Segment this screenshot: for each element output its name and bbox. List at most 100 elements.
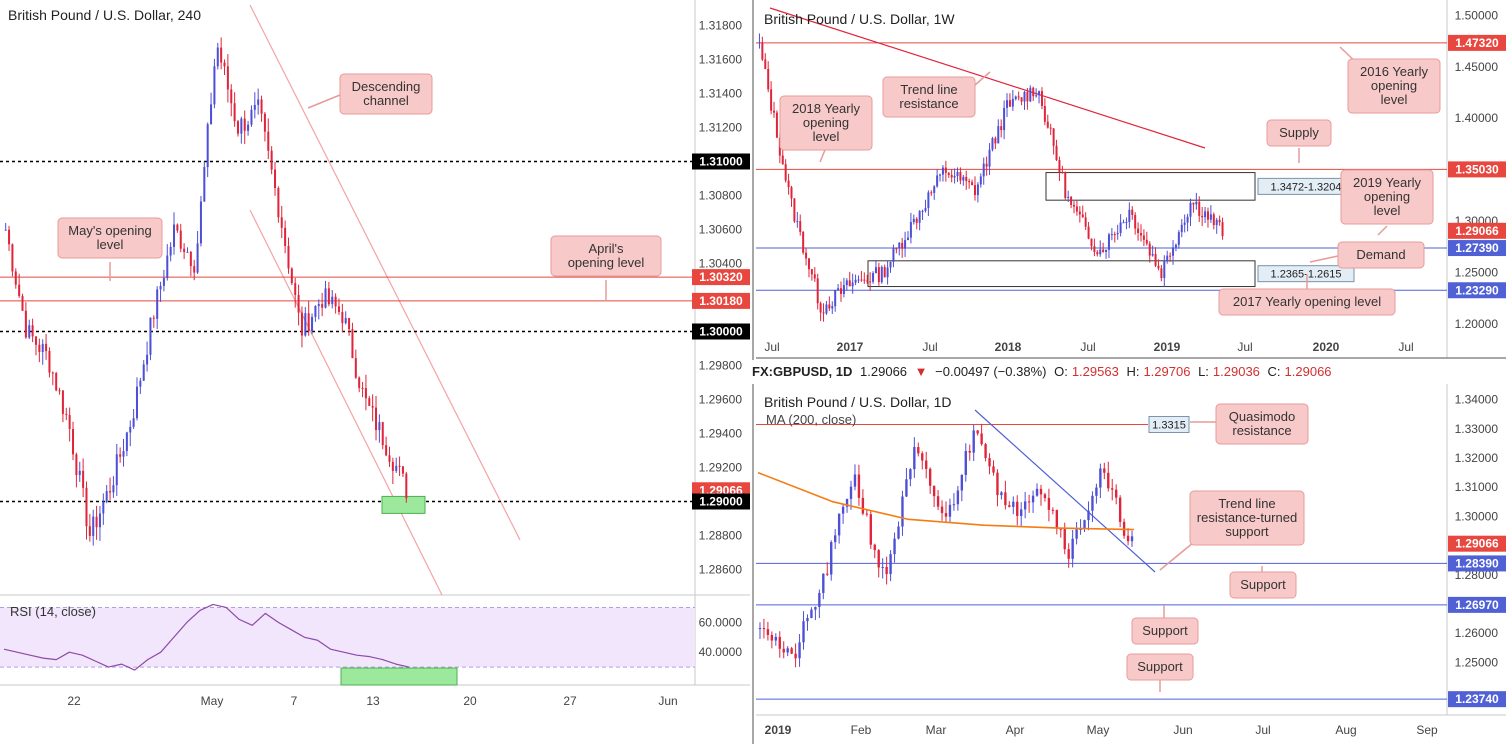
h4-candle-42	[146, 354, 149, 365]
weekly-price-tag-3-bg	[1448, 240, 1506, 257]
weekly-candle-159	[1221, 222, 1224, 237]
weekly-candle-158	[1218, 219, 1221, 223]
weekly-candle-5	[773, 110, 776, 113]
header-last: 1.29066	[860, 364, 908, 379]
daily-candle-24	[853, 474, 857, 487]
header-open: 1.29563	[1071, 364, 1119, 379]
daily-candle-69	[1031, 495, 1035, 503]
h4-candle-46	[159, 285, 162, 290]
weekly-candle-75	[976, 184, 979, 196]
h4-y-tick-8: 1.29600	[699, 393, 743, 407]
h4-candle-109	[371, 405, 374, 408]
h4-x-tick-2: 7	[291, 694, 298, 708]
h4-candle-2	[11, 244, 14, 272]
weekly-callout-demand-line-0: Demand	[1356, 247, 1405, 262]
weekly-candle-87	[1011, 98, 1014, 107]
daily-candle-41	[921, 453, 924, 461]
h4-x-tick-1: May	[201, 694, 224, 708]
h4-candle-13	[48, 351, 51, 373]
rsi-y-tick-1: 40.0000	[699, 645, 743, 659]
weekly-candle-135	[1151, 254, 1154, 256]
weekly-candle-93	[1029, 87, 1032, 102]
weekly-candle-108	[1073, 204, 1076, 207]
h4-candle-74	[253, 104, 256, 110]
header-down-arrow-icon: ▼	[914, 364, 928, 379]
h4-candle-66	[226, 66, 229, 90]
weekly-candle-6	[775, 112, 778, 138]
weekly-callout-trend-line-0: Trend line	[900, 82, 957, 97]
weekly-candle-70	[962, 176, 965, 181]
weekly-candle-89	[1017, 96, 1020, 98]
weekly-y-tick-5: 1.20000	[1455, 317, 1499, 331]
h4-candle-73	[250, 109, 253, 125]
rsi-title: RSI (14, close)	[10, 604, 96, 619]
weekly-candle-85	[1006, 100, 1009, 108]
h4-candle-5	[21, 296, 24, 311]
h4-candle-99	[337, 306, 340, 312]
h4-candle-112	[381, 422, 384, 446]
weekly-candle-101	[1052, 128, 1055, 146]
weekly-candle-73	[971, 182, 974, 186]
weekly-candle-150	[1195, 201, 1198, 205]
h4-candle-37	[129, 426, 132, 433]
weekly-candle-116	[1096, 252, 1099, 255]
daily-price-tag-1-bg	[1448, 555, 1506, 572]
weekly-candle-136	[1154, 254, 1157, 266]
daily-candle-54	[972, 430, 975, 453]
h4-buy-zone	[381, 495, 426, 514]
daily-callout-support-1-box	[1229, 571, 1297, 599]
weekly-candle-112	[1084, 217, 1087, 227]
weekly-candle-125	[1122, 222, 1125, 224]
weekly-callout-supply-line-0: Supply	[1279, 125, 1319, 140]
weekly-zone-0	[1045, 172, 1256, 201]
daily-candle-23	[849, 486, 853, 499]
weekly-candle-10	[787, 180, 790, 188]
weekly-callout-2018-line-1: opening	[803, 115, 849, 130]
weekly-callout-2019-line-1: opening	[1364, 189, 1410, 204]
daily-callout-support-3-line-0: Support	[1137, 659, 1183, 674]
h4-price-tag-1: 1.30320	[699, 270, 743, 284]
h4-candle-3	[14, 271, 17, 285]
h4-candle-62	[213, 66, 216, 105]
weekly-candle-55	[918, 211, 921, 223]
daily-candle-76	[1059, 528, 1062, 530]
weekly-callout-2019-line-0: 2019 Yearly	[1353, 175, 1421, 190]
daily-candle-6	[782, 648, 785, 653]
weekly-candle-16	[805, 252, 808, 259]
h4-candle-56	[193, 266, 196, 273]
weekly-candle-53	[912, 218, 915, 223]
weekly-candle-27	[837, 288, 840, 291]
daily-candle-29	[873, 544, 876, 551]
daily-candle-4	[774, 636, 777, 641]
header-open-label: O:	[1054, 364, 1068, 379]
daily-candle-39	[913, 447, 916, 470]
h4-candle-26	[92, 516, 95, 536]
weekly-callout-trend-line-1: resistance	[899, 96, 958, 111]
daily-candle-57	[984, 444, 987, 459]
weekly-candle-88	[1014, 96, 1017, 99]
daily-price-tag-2-bg	[1448, 596, 1506, 613]
h4-candle-41	[142, 364, 145, 381]
h4-candle-36	[125, 432, 128, 452]
h4-callout-may-open-line-1: level	[97, 237, 124, 252]
weekly-callout-2018-line-2: level	[813, 129, 840, 144]
weekly-candle-106	[1067, 196, 1070, 198]
daily-candle-83	[1087, 510, 1090, 521]
daily-candle-13	[810, 609, 813, 618]
daily-candle-67	[1023, 501, 1027, 510]
weekly-candle-157	[1215, 219, 1218, 226]
weekly-candle-79	[988, 149, 991, 167]
daily-price-tag-2: 1.26970	[1455, 598, 1499, 612]
weekly-candle-90	[1020, 97, 1023, 102]
weekly-zone-label-0: 1.3472-1.3204	[1271, 181, 1342, 193]
weekly-candle-127	[1128, 209, 1131, 222]
weekly-callout-trend-pointer	[974, 71, 991, 86]
h4-y-tick-5: 1.30600	[699, 223, 743, 237]
daily-candle-20	[837, 513, 841, 536]
weekly-candle-119	[1105, 249, 1108, 252]
h4-candle-69	[236, 121, 239, 134]
h4-candle-20	[72, 429, 75, 455]
daily-candle-10	[798, 642, 801, 659]
h4-candle-81	[277, 188, 280, 218]
weekly-candle-24	[828, 304, 831, 309]
